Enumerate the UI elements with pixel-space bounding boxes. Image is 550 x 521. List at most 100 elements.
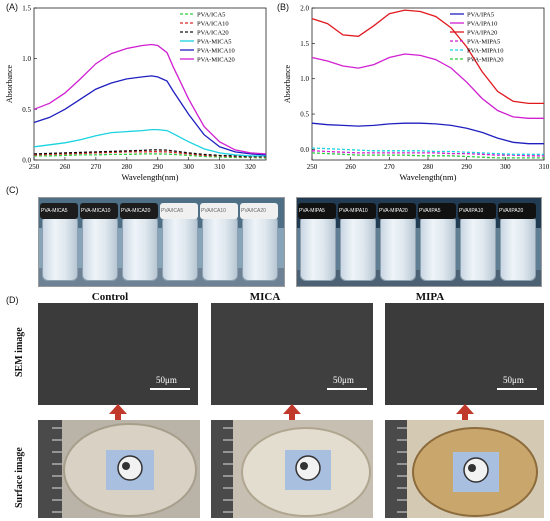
sem-image-control: 50μm (38, 303, 198, 405)
series-line-pva-mipa10 (311, 147, 544, 155)
series-line-pva-ica5 (34, 153, 267, 159)
legend-entry: PVA-MIPA5 (467, 39, 500, 46)
vial (500, 217, 536, 281)
plot-frame (33, 7, 267, 161)
series-line-pva-mica10 (33, 75, 267, 156)
vial-cap (160, 203, 198, 219)
vial (162, 217, 198, 281)
vial-cap (200, 203, 238, 219)
scale-bar (327, 388, 367, 390)
vial-label: PVA/IPA5 (419, 208, 441, 214)
y-tick-label: 0.0 (300, 146, 309, 154)
x-tick-label: 300 (183, 163, 194, 171)
arrow-up-icon (456, 404, 474, 429)
surface-image-mipa (385, 420, 544, 518)
legend-entry: PVA/ICA20 (197, 30, 229, 37)
legend-entry: PVA/IPA5 (467, 12, 494, 19)
legend-entry: PVA-MIPA20 (467, 57, 504, 64)
scale-bar (497, 388, 537, 390)
y-axis-label: Absorbance (5, 64, 14, 103)
legend-entry: PVA/IPA20 (467, 30, 497, 37)
x-axis-label: Wavelength(nm) (400, 172, 457, 182)
vial-cap (240, 203, 278, 219)
sem-image-mipa: 50μm (385, 303, 544, 405)
legend-entry: PVA-MICA10 (197, 48, 235, 55)
row-label-sem: SEM image (14, 327, 25, 377)
x-tick-label: 250 (29, 163, 40, 171)
y-tick-label: 2.0 (300, 5, 309, 13)
panel-label-a: (A) (6, 2, 18, 12)
y-tick-label: 1.0 (300, 75, 309, 83)
vial-label: PVA/ICA5 (161, 208, 184, 214)
x-tick-label: 320 (245, 163, 256, 171)
series-line-pva-ipa20 (311, 9, 544, 105)
x-tick-label: 290 (461, 163, 472, 171)
sem-title-control: Control (91, 291, 129, 303)
series-line-pva-mica5 (33, 128, 266, 157)
x-tick-label: 260 (345, 163, 356, 171)
series-line-pva-ica20 (33, 149, 266, 158)
legend-entry: PVA/ICA10 (197, 21, 229, 28)
sem-title-mipa: MIPA (415, 291, 445, 303)
x-axis-label: Wavelength(nm) (122, 172, 179, 182)
vial-label: PVA-MIPA20 (379, 208, 408, 214)
y-tick-label: 1.0 (22, 55, 31, 63)
vial-cap (458, 203, 496, 219)
y-tick-label: 0.0 (22, 157, 31, 165)
y-tick-label: 1.5 (300, 40, 309, 48)
vial-cap (498, 203, 536, 219)
vial-cap (338, 203, 376, 219)
legend-entry: PVA-MICA20 (197, 57, 235, 64)
vial-label: PVA/IPA10 (459, 208, 484, 214)
x-tick-label: 250 (307, 163, 318, 171)
vial-label: PVA-MIPA5 (299, 208, 325, 214)
vial (202, 217, 238, 281)
sem-title-mica: MICA (249, 291, 281, 303)
row-label-surface: Surface image (14, 447, 25, 508)
vial-label: PVA-MICA5 (41, 208, 68, 214)
legend-entry: PVA/ICA5 (197, 12, 225, 19)
series-line-pva-mipa20 (311, 152, 544, 159)
vial (82, 217, 118, 281)
chart-a: 250 260 270 280 290 300 310 320 0.0 0.5 1.0 1.5 Wave… (5, 5, 267, 182)
vial (340, 217, 376, 281)
panel-label-b: (B) (277, 2, 289, 12)
series-line-pva-ica10 (33, 151, 266, 158)
x-tick-label: 290 (152, 163, 163, 171)
arrow-up-icon (283, 404, 301, 429)
x-tick-label: 280 (122, 163, 133, 171)
vial-cap (378, 203, 416, 219)
sem-image-mica: 50μm (211, 303, 373, 405)
vial-label: PVA/ICA20 (241, 208, 266, 214)
plot-frame (311, 7, 545, 161)
series-line-pva-mica20 (33, 43, 267, 155)
vial-cap (120, 203, 158, 219)
chart-b: 250 260 270 280 290 300 310 0.0 0.5 1.0 1.5 2.0 Wave… (283, 5, 550, 183)
series-line-pva-ipa10 (311, 53, 544, 119)
vial (460, 217, 496, 281)
vial-cap (40, 203, 78, 219)
panel-label-c: (C) (6, 185, 19, 195)
vial-label: PVA-MICA20 (121, 208, 151, 214)
x-tick-label: 270 (384, 163, 395, 171)
x-tick-label: 260 (60, 163, 71, 171)
x-tick-label: 310 (539, 163, 550, 171)
panel-label-d: (D) (6, 295, 19, 305)
surface-image-mica (211, 420, 373, 518)
vial-cap (80, 203, 118, 219)
legend-entry: PVA/IPA10 (467, 21, 497, 28)
series-line-pva-ipa5 (311, 122, 544, 145)
vial-cap (298, 203, 336, 219)
y-tick-label: 1.5 (22, 5, 31, 13)
y-tick-label: 0.5 (22, 106, 31, 114)
vial-label: PVA/IPA20 (499, 208, 524, 214)
vial (122, 217, 158, 281)
vial-label: PVA/ICA10 (201, 208, 226, 214)
x-tick-label: 300 (500, 163, 511, 171)
arrow-up-icon (109, 404, 127, 429)
vial (242, 217, 278, 281)
vial (300, 217, 336, 281)
vial (380, 217, 416, 281)
vial (420, 217, 456, 281)
x-tick-label: 280 (423, 163, 434, 171)
